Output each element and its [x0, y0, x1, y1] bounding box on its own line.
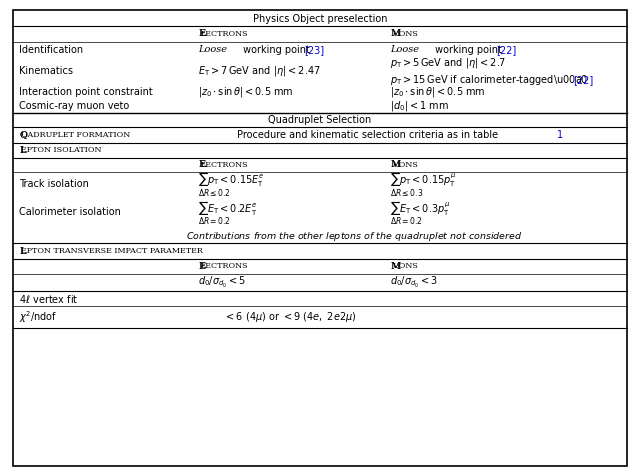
Text: Loose: Loose — [390, 46, 419, 54]
Text: M: M — [390, 262, 401, 271]
Text: Quadruplet Selection: Quadruplet Selection — [269, 115, 372, 125]
Text: 1: 1 — [557, 130, 563, 140]
Text: Cosmic-ray muon veto: Cosmic-ray muon veto — [19, 101, 129, 111]
Text: Q: Q — [19, 131, 27, 139]
Text: MUONS: MUONS — [390, 263, 426, 270]
Text: $\sum p_{\rm T} < 0.15p_{\rm T}^\mu$: $\sum p_{\rm T} < 0.15p_{\rm T}^\mu$ — [390, 170, 457, 188]
Text: E: E — [198, 161, 205, 169]
Text: $|z_0 \cdot \sin\theta| < 0.5$ mm: $|z_0 \cdot \sin\theta| < 0.5$ mm — [390, 85, 486, 99]
Text: UADRUPLET FORMATION: UADRUPLET FORMATION — [21, 131, 131, 139]
Text: L: L — [19, 247, 26, 256]
Text: EPTON ISOLATION: EPTON ISOLATION — [21, 146, 102, 154]
Text: M: M — [390, 161, 401, 169]
Text: $p_{\rm T} > 15\,{\rm GeV}$ if calorimeter-tagged\u00a0: $p_{\rm T} > 15\,{\rm GeV}$ if calorimet… — [390, 73, 589, 87]
Text: MUONS: MUONS — [390, 30, 426, 38]
Text: working point: working point — [432, 45, 505, 55]
Text: UONS: UONS — [393, 263, 419, 270]
Text: $d_0/\sigma_{d_0} < 3$: $d_0/\sigma_{d_0} < 3$ — [390, 275, 438, 290]
Text: $|d_0| < 1$ mm: $|d_0| < 1$ mm — [390, 99, 450, 113]
Text: Procedure and kinematic selection criteria as in table: Procedure and kinematic selection criter… — [237, 130, 501, 140]
Text: $\Delta R = 0.2$: $\Delta R = 0.2$ — [198, 215, 231, 227]
Text: ELECTRONS: ELECTRONS — [198, 263, 254, 270]
Text: $< 6$ $(4\mu)$ or $< 9$ $(4e,\ 2e2\mu)$: $< 6$ $(4\mu)$ or $< 9$ $(4e,\ 2e2\mu)$ — [224, 310, 357, 324]
Text: M: M — [390, 262, 401, 271]
Text: E: E — [198, 262, 205, 271]
Text: $\Delta R \leq 0.2$: $\Delta R \leq 0.2$ — [198, 187, 231, 198]
Text: M: M — [390, 161, 401, 169]
Text: $p_{\rm T} > 5\,{\rm GeV}$ and $|\eta| < 2.7$: $p_{\rm T} > 5\,{\rm GeV}$ and $|\eta| <… — [390, 56, 506, 70]
Text: M: M — [390, 29, 401, 38]
Text: $d_0/\sigma_{d_0} < 5$: $d_0/\sigma_{d_0} < 5$ — [198, 275, 246, 290]
Text: $\sum E_{\rm T} < 0.3p_{\rm T}^\mu$: $\sum E_{\rm T} < 0.3p_{\rm T}^\mu$ — [390, 199, 451, 217]
Text: Calorimeter isolation: Calorimeter isolation — [19, 207, 121, 218]
Text: ELECTRONS: ELECTRONS — [198, 30, 254, 38]
Text: LECTRONS: LECTRONS — [201, 263, 249, 270]
Text: E: E — [198, 161, 205, 169]
Text: LEPTON ISOLATION: LEPTON ISOLATION — [19, 146, 108, 154]
Text: Interaction point constraint: Interaction point constraint — [19, 86, 153, 97]
Text: $\sum E_{\rm T} < 0.2E_{\rm T}^e$: $\sum E_{\rm T} < 0.2E_{\rm T}^e$ — [198, 199, 258, 217]
Text: Loose: Loose — [198, 46, 227, 54]
Text: L: L — [19, 146, 26, 154]
Text: $\Delta R \leq 0.3$: $\Delta R \leq 0.3$ — [390, 187, 424, 198]
Text: $|z_0 \cdot \sin\theta| < 0.5$ mm: $|z_0 \cdot \sin\theta| < 0.5$ mm — [198, 85, 294, 99]
Text: $\sum p_{\rm T} < 0.15E_{\rm T}^e$: $\sum p_{\rm T} < 0.15E_{\rm T}^e$ — [198, 170, 265, 188]
Text: Q: Q — [19, 131, 27, 139]
Text: E: E — [198, 29, 205, 38]
Text: $4\ell$ vertex fit: $4\ell$ vertex fit — [19, 293, 79, 304]
Text: ELECTRONS: ELECTRONS — [198, 161, 254, 169]
Text: L: L — [19, 247, 26, 256]
Text: LECTRONS: LECTRONS — [201, 30, 249, 38]
Text: QUADRUPLET FORMATION: QUADRUPLET FORMATION — [19, 131, 140, 139]
Text: EPTON TRANSVERSE IMPACT PARAMETER: EPTON TRANSVERSE IMPACT PARAMETER — [21, 247, 204, 255]
Text: [22]: [22] — [573, 75, 593, 85]
Text: working point: working point — [240, 45, 313, 55]
Text: Physics Object preselection: Physics Object preselection — [253, 14, 387, 24]
Text: $E_{\rm T} > 7\,{\rm GeV}$ and $|\eta| < 2.47$: $E_{\rm T} > 7\,{\rm GeV}$ and $|\eta| <… — [198, 64, 321, 78]
Text: Identification: Identification — [19, 45, 83, 55]
Text: $\mathit{Contributions\ from\ the\ other\ leptons\ of\ the\ quadruplet\ not\ con: $\mathit{Contributions\ from\ the\ other… — [185, 229, 522, 243]
Text: [22]: [22] — [496, 45, 516, 55]
Text: E: E — [198, 29, 205, 38]
Text: Track isolation: Track isolation — [19, 179, 89, 189]
Text: MUONS: MUONS — [390, 161, 426, 169]
Text: $\chi^2$/ndof: $\chi^2$/ndof — [19, 309, 58, 325]
Text: UONS: UONS — [393, 161, 419, 169]
Text: M: M — [390, 29, 401, 38]
Text: [23]: [23] — [304, 45, 324, 55]
Text: L: L — [19, 146, 26, 154]
Text: $\Delta R = 0.2$: $\Delta R = 0.2$ — [390, 215, 423, 227]
Text: LECTRONS: LECTRONS — [201, 161, 249, 169]
Text: E: E — [198, 262, 205, 271]
Text: LEPTON TRANSVERSE IMPACT PARAMETER: LEPTON TRANSVERSE IMPACT PARAMETER — [19, 247, 214, 255]
Text: UONS: UONS — [393, 30, 419, 38]
Text: Kinematics: Kinematics — [19, 66, 73, 76]
